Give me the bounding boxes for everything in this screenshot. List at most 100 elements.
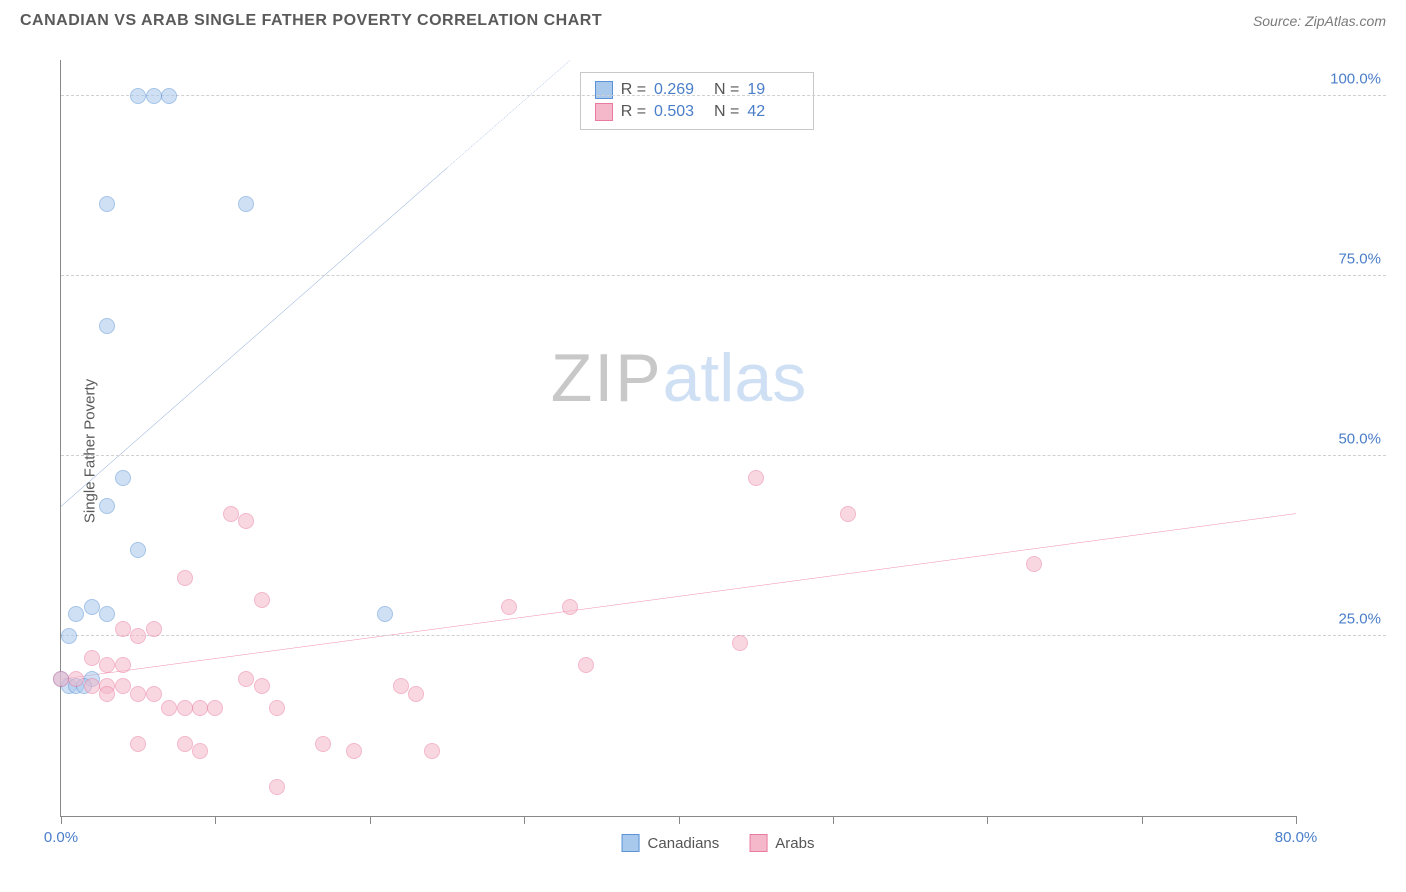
data-point [315,736,331,752]
y-tick-label: 75.0% [1338,251,1381,268]
y-tick-label: 50.0% [1338,431,1381,448]
x-tick [215,816,216,824]
trend-line [61,514,1296,680]
trend-lines [61,60,1296,816]
data-point [408,686,424,702]
data-point [223,506,239,522]
chart-title: CANADIAN VS ARAB SINGLE FATHER POVERTY C… [20,12,602,30]
data-point [68,606,84,622]
data-point [115,470,131,486]
data-point [578,657,594,673]
data-point [99,686,115,702]
stats-n-canadians: 19 [747,81,799,99]
stats-n-label: N = [714,103,739,121]
x-tick [833,816,834,824]
y-tick-label: 25.0% [1338,611,1381,628]
data-point [130,88,146,104]
bottom-legend: Canadians Arabs [622,834,815,852]
legend-label-arabs: Arabs [775,835,814,852]
legend-item-arabs: Arabs [749,834,814,852]
data-point [254,678,270,694]
x-tick [987,816,988,824]
stats-n-arabs: 42 [747,103,799,121]
legend-label-canadians: Canadians [648,835,720,852]
gridline [61,95,1386,96]
data-point [346,743,362,759]
data-point [146,88,162,104]
data-point [99,498,115,514]
data-point [84,599,100,615]
stats-r-arabs: 0.503 [654,103,706,121]
data-point [238,196,254,212]
stats-row-arabs: R = 0.503 N = 42 [595,101,800,123]
stats-r-label: R = [621,81,646,99]
stats-box: R = 0.269 N = 19 R = 0.503 N = 42 [580,72,815,130]
stats-n-label: N = [714,81,739,99]
data-point [115,657,131,673]
stats-swatch-arabs [595,103,613,121]
x-tick [61,816,62,824]
data-point [840,506,856,522]
data-point [61,628,77,644]
data-point [115,678,131,694]
stats-r-label: R = [621,103,646,121]
source-label: Source: ZipAtlas.com [1253,13,1386,29]
data-point [501,599,517,615]
stats-row-canadians: R = 0.269 N = 19 [595,79,800,101]
data-point [99,657,115,673]
stats-r-canadians: 0.269 [654,81,706,99]
data-point [161,88,177,104]
x-tick [370,816,371,824]
data-point [269,700,285,716]
data-point [130,628,146,644]
stats-swatch-canadians [595,81,613,99]
data-point [393,678,409,694]
data-point [192,700,208,716]
data-point [732,635,748,651]
data-point [99,318,115,334]
plot-region: ZIPatlas R = 0.269 N = 19 R = 0.503 N = … [60,60,1296,817]
x-tick [1296,816,1297,824]
data-point [53,671,69,687]
data-point [177,736,193,752]
legend-swatch-canadians [622,834,640,852]
x-tick [524,816,525,824]
gridline [61,635,1386,636]
data-point [562,599,578,615]
data-point [161,700,177,716]
data-point [238,513,254,529]
data-point [130,542,146,558]
legend-item-canadians: Canadians [622,834,720,852]
data-point [269,779,285,795]
y-tick-label: 100.0% [1330,71,1381,88]
data-point [130,736,146,752]
data-point [207,700,223,716]
legend-swatch-arabs [749,834,767,852]
x-tick [679,816,680,824]
data-point [177,700,193,716]
x-tick-label: 0.0% [44,829,78,846]
data-point [1026,556,1042,572]
data-point [99,606,115,622]
trend-line [447,60,571,168]
data-point [377,606,393,622]
data-point [192,743,208,759]
data-point [68,671,84,687]
data-point [424,743,440,759]
data-point [130,686,146,702]
data-point [99,196,115,212]
data-point [238,671,254,687]
data-point [84,678,100,694]
data-point [84,650,100,666]
x-tick-label: 80.0% [1275,829,1318,846]
chart-area: Single Father Poverty ZIPatlas R = 0.269… [50,45,1386,857]
data-point [146,686,162,702]
gridline [61,455,1386,456]
data-point [115,621,131,637]
data-point [177,570,193,586]
data-point [146,621,162,637]
data-point [748,470,764,486]
x-tick [1142,816,1143,824]
gridline [61,275,1386,276]
data-point [254,592,270,608]
